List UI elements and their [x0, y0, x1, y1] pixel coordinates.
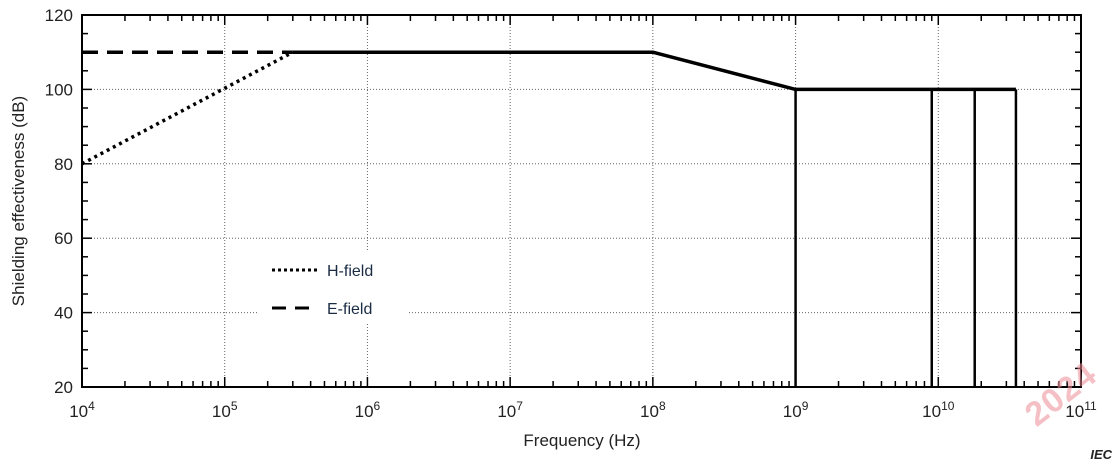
- series-line-solid: [292, 50, 1016, 92]
- x-tick-label: 105: [212, 399, 238, 421]
- x-tick-label: 108: [640, 399, 666, 421]
- x-tick-label: 104: [69, 399, 95, 421]
- y-tick-label: 100: [45, 80, 73, 99]
- legend-box: [258, 250, 408, 322]
- y-tick-labels: 20 40 60 80 100 120: [45, 6, 73, 397]
- y-tick-label: 80: [54, 155, 73, 174]
- plot-frame: [81, 14, 1082, 388]
- x-tick-labels: 104 105 106 107 108 109 1010 1011: [69, 399, 1097, 421]
- legend-label-h-field: H-field: [327, 263, 373, 280]
- x-tick-label: 1010: [922, 399, 955, 421]
- y-tick-label: 120: [45, 6, 73, 25]
- legend-label-e-field: E-field: [327, 301, 372, 318]
- y-tick-label: 20: [54, 378, 73, 397]
- y-tick-label: 40: [54, 304, 73, 323]
- source-label: IEC: [1090, 447, 1112, 462]
- y-tick-label: 60: [54, 229, 73, 248]
- series-line-h-field: [81, 50, 294, 166]
- legend: H-field E-field: [258, 250, 408, 322]
- x-tick-label: 1011: [1065, 399, 1097, 421]
- x-axis-title: Frequency (Hz): [523, 431, 640, 450]
- y-axis-title: Shielding effectiveness (dB): [9, 96, 28, 306]
- x-tick-label: 109: [783, 399, 809, 421]
- x-tick-label: 107: [497, 399, 523, 421]
- series-layer: [81, 50, 1018, 387]
- x-tick-label: 106: [355, 399, 381, 421]
